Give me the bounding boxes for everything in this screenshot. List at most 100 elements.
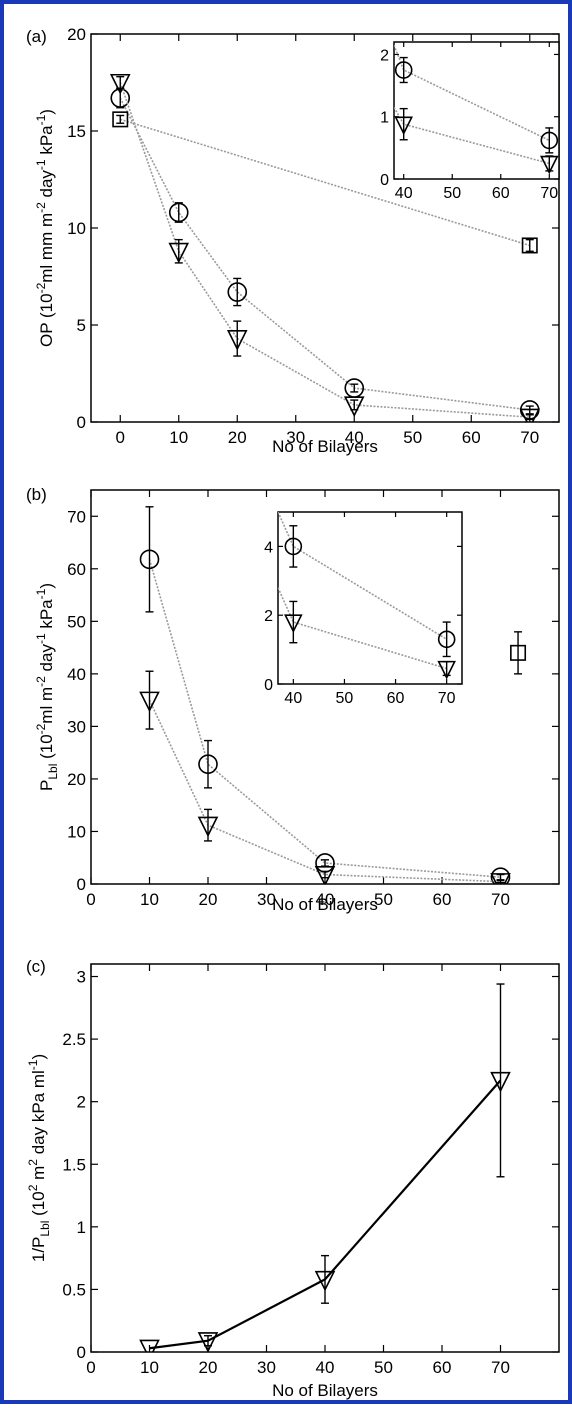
main-y-tick-label: 0 bbox=[77, 413, 86, 432]
inset-point-triangle-marker bbox=[394, 116, 413, 136]
main-x-tick-label: 20 bbox=[228, 428, 247, 447]
main-x-tick-label: 20 bbox=[199, 1358, 218, 1377]
inset-x-tick-label: 60 bbox=[387, 690, 405, 707]
main-point-circle-marker bbox=[139, 549, 160, 570]
main-y-axis-title: PLbl (10-2ml m-2 day-1 kPa-1) bbox=[34, 583, 60, 791]
main-y-tick-label: 10 bbox=[67, 219, 86, 238]
inset-point-circle-marker bbox=[284, 537, 303, 556]
inset-y-tick-label: 0 bbox=[264, 677, 273, 694]
main-x-tick-label: 60 bbox=[462, 428, 481, 447]
main-y-tick-label: 3 bbox=[77, 968, 86, 987]
main-point-circle-marker bbox=[227, 282, 248, 302]
inset-axes-box bbox=[277, 511, 463, 685]
inset-y-tick-label: 4 bbox=[264, 539, 273, 556]
main-x-tick-label: 40 bbox=[316, 1358, 335, 1377]
main-y-tick-label: 0 bbox=[77, 1343, 86, 1362]
inset-point-circle-marker bbox=[540, 131, 559, 150]
main-x-tick-label: 0 bbox=[116, 428, 125, 447]
x-axis-title: No of Bilayers bbox=[272, 1381, 378, 1400]
inset-y-tick-label: 2 bbox=[264, 608, 273, 625]
inset-point-triangle-marker bbox=[540, 155, 559, 175]
inset-x-tick-label: 70 bbox=[438, 690, 456, 707]
main-y-tick-label: 5 bbox=[77, 316, 86, 335]
inset-point-triangle-marker bbox=[284, 614, 303, 634]
main-x-tick-label: 70 bbox=[491, 1358, 510, 1377]
main-x-tick-label: 30 bbox=[257, 890, 276, 909]
panel-label: (c) bbox=[26, 957, 46, 976]
inset-series-group bbox=[278, 512, 456, 680]
inset-point-triangle-marker bbox=[437, 660, 456, 680]
main-y-tick-label: 1.5 bbox=[62, 1155, 86, 1174]
main-point-square-marker bbox=[521, 237, 538, 254]
main-y-tick-label: 70 bbox=[67, 507, 86, 526]
main-y-tick-label: 50 bbox=[67, 612, 86, 631]
main-y-tick-label: 10 bbox=[67, 822, 86, 841]
inset-series-group bbox=[394, 44, 559, 175]
main-x-tick-label: 30 bbox=[286, 428, 305, 447]
main-y-tick-label: 30 bbox=[67, 717, 86, 736]
main-x-tick-label: 70 bbox=[491, 890, 510, 909]
inset-x-tick-label: 70 bbox=[540, 185, 558, 202]
inset-axes-box bbox=[393, 41, 560, 180]
inset-y-tick-label: 1 bbox=[380, 110, 389, 127]
main-point-triangle-marker bbox=[314, 1270, 336, 1292]
inset-x-tick-label: 40 bbox=[284, 690, 302, 707]
main-series-group bbox=[139, 983, 511, 1352]
inset-series-1-line bbox=[278, 587, 447, 670]
main-y-tick-label: 20 bbox=[67, 770, 86, 789]
main-point-triangle-marker bbox=[139, 691, 160, 713]
inset-plot: 40 50 60 70 0 1 2 bbox=[380, 41, 560, 202]
inset-x-tick-label: 40 bbox=[395, 185, 413, 202]
main-series-2-line bbox=[120, 118, 530, 247]
main-x-tick-label: 0 bbox=[86, 890, 95, 909]
inset-point-circle-marker bbox=[437, 630, 456, 649]
main-series-0-line bbox=[149, 1079, 502, 1350]
main-point-triangle-marker bbox=[109, 73, 131, 95]
panel-c: 0 10 20 30 40 50 60 70 0 0.5 1 1.5 2 2.5 3 (c) No of Bil… bbox=[26, 957, 560, 1400]
main-x-tick-label: 10 bbox=[169, 428, 188, 447]
main-point-triangle-marker bbox=[490, 1071, 511, 1093]
main-x-tick-label: 60 bbox=[433, 1358, 452, 1377]
main-y-tick-label: 15 bbox=[67, 122, 86, 141]
inset-x-tick-label: 50 bbox=[336, 690, 354, 707]
main-x-tick-label: 30 bbox=[257, 1358, 276, 1377]
main-x-tick-label: 70 bbox=[520, 428, 539, 447]
main-y-tick-label: 0 bbox=[77, 875, 86, 894]
main-y-tick-label: 40 bbox=[67, 665, 86, 684]
main-x-tick-label: 10 bbox=[140, 1358, 159, 1377]
main-y-tick-label: 20 bbox=[67, 25, 86, 44]
main-series-group bbox=[109, 73, 541, 422]
main-y-tick-label: 0.5 bbox=[62, 1280, 86, 1299]
main-point-triangle-marker bbox=[168, 242, 190, 264]
main-y-axis-title: OP (10-2ml mm m-2 day-1 kPa-1) bbox=[34, 109, 56, 347]
main-x-tick-label: 40 bbox=[316, 890, 335, 909]
main-point-triangle-marker bbox=[519, 408, 541, 422]
x-axis-title: No of Bilayers bbox=[272, 437, 378, 456]
main-series-0-line bbox=[148, 559, 501, 878]
main-y-axis-title: 1/PLbl (102 m2 day kPa ml-1) bbox=[26, 1054, 52, 1262]
main-x-tick-label: 40 bbox=[345, 428, 364, 447]
main-point-square-marker bbox=[510, 644, 527, 661]
main-point-circle-marker bbox=[168, 202, 189, 223]
x-axis-title: No of Bilayers bbox=[272, 895, 378, 914]
main-x-tick-label: 20 bbox=[199, 890, 218, 909]
inset-x-tick-label: 60 bbox=[492, 185, 510, 202]
main-point-circle-marker bbox=[490, 867, 511, 884]
panel-label: (b) bbox=[26, 485, 47, 504]
main-point-circle-marker bbox=[198, 754, 218, 775]
panel-label: (a) bbox=[26, 27, 47, 46]
main-series-group bbox=[139, 506, 527, 884]
main-y-tick-label: 2.5 bbox=[62, 1030, 86, 1049]
main-point-triangle-marker bbox=[139, 1339, 160, 1352]
main-x-tick-label: 0 bbox=[86, 1358, 95, 1377]
inset-y-tick-label: 0 bbox=[380, 172, 389, 189]
inset-point-circle-marker bbox=[394, 61, 413, 79]
inset-series-0-line bbox=[394, 44, 550, 142]
main-x-tick-label: 60 bbox=[433, 890, 452, 909]
main-point-triangle-marker bbox=[490, 873, 511, 884]
main-point-triangle-marker bbox=[197, 1332, 219, 1352]
main-point-triangle-marker bbox=[314, 865, 336, 884]
